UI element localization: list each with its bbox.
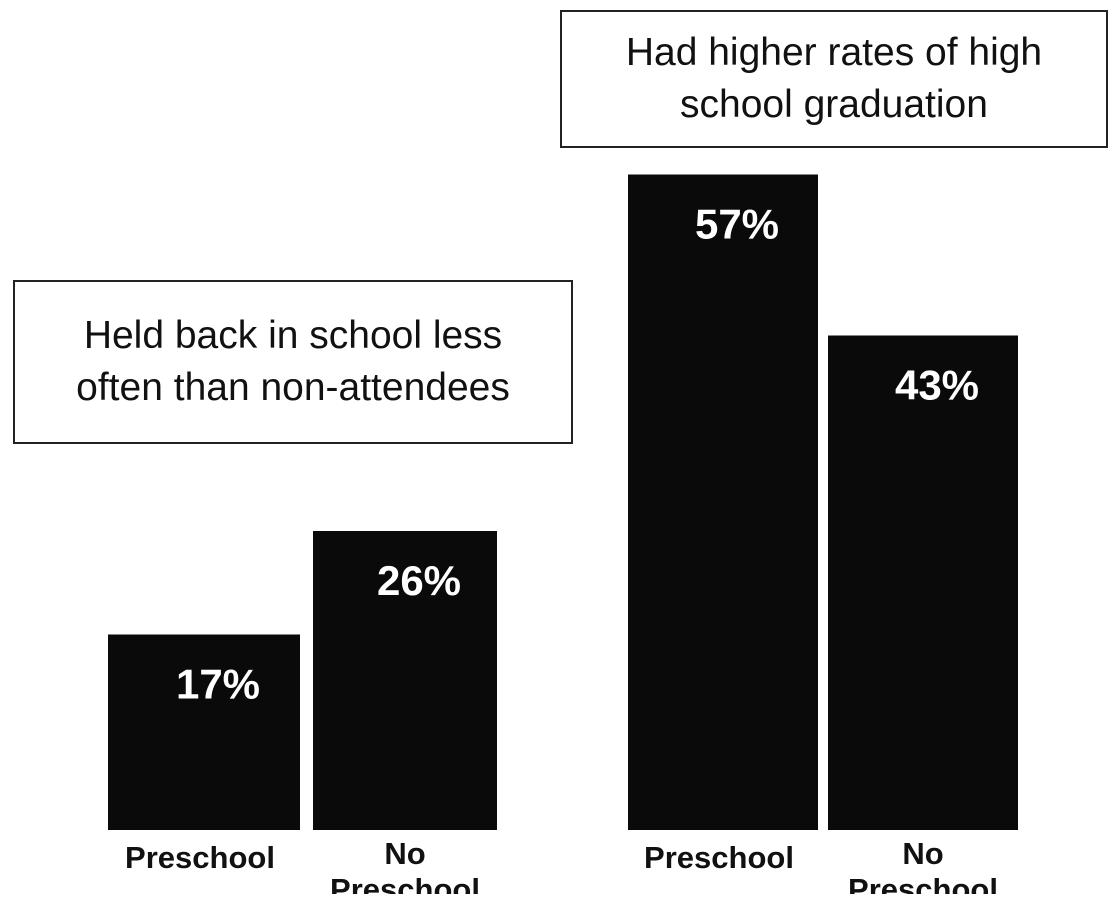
chart-title-line-1: Had higher rates of high	[625, 31, 1043, 74]
chart-title-graduation: Had higher rates of high school graduati…	[560, 10, 1108, 148]
bar-no-preschool	[828, 335, 1018, 830]
bar-preschool	[628, 174, 818, 830]
category-label: Preschool	[125, 840, 275, 875]
bar-preschool	[108, 634, 300, 830]
bar-no-preschool	[313, 531, 497, 830]
category-label: Preschool	[848, 872, 998, 894]
bar-value-label: 26%	[377, 557, 461, 604]
chart-title-line-1: Held back in school less	[83, 314, 503, 357]
bar-value-label: 43%	[895, 362, 979, 409]
chart-title-line-2: school graduation	[680, 83, 988, 126]
chart-title-line-2: often than non-attendees	[76, 366, 510, 409]
category-label: No	[384, 836, 425, 871]
chart-title-held-back: Held back in school less often than non-…	[13, 280, 573, 444]
bar-value-label: 17%	[176, 661, 260, 708]
bar-value-label: 57%	[695, 201, 779, 248]
category-label: No	[902, 836, 943, 871]
category-label: Preschool	[330, 872, 480, 894]
category-label: Preschool	[644, 840, 794, 875]
